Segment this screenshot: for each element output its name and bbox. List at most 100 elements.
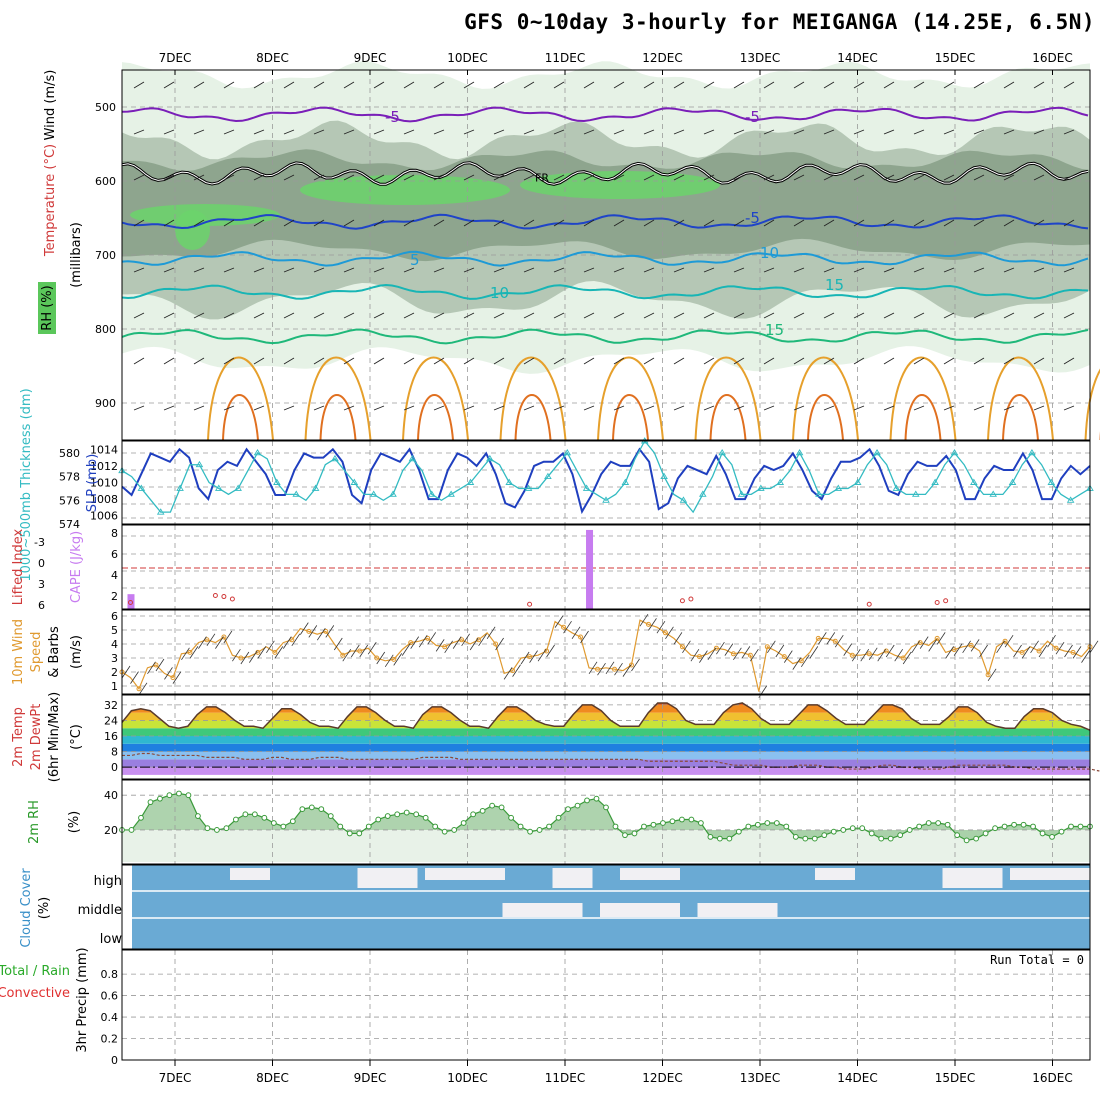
temp-band — [122, 767, 1090, 775]
wind-barb — [193, 405, 205, 411]
wind-barb — [343, 129, 355, 135]
surface-wind-barb — [902, 651, 912, 665]
rh-tick: 40 — [104, 789, 118, 802]
rh-tick: 20 — [104, 824, 118, 837]
wind-speed-point — [170, 675, 176, 681]
li-point — [527, 601, 533, 607]
wind-barb — [613, 267, 625, 273]
rh-point — [195, 813, 201, 819]
thickness-point — [486, 454, 494, 462]
surface-wind-barb — [452, 636, 462, 649]
wind-label-3: & Barbs — [47, 626, 62, 678]
series-thickness — [121, 439, 1091, 514]
slp-thickness-panel: 1006 1008 1010 1012 1014 574 576 578 580 1000~500… — [19, 388, 1094, 582]
wind-speed-point — [153, 662, 159, 668]
wind-barb — [1003, 267, 1015, 273]
precip-tick: 0.6 — [101, 990, 119, 1003]
surface-wind-barb — [554, 615, 564, 628]
surface-wind-barb — [834, 634, 844, 648]
wind-barb — [613, 219, 625, 227]
wind-axis-label: Wind (m/s) — [43, 70, 58, 141]
wind-barb — [493, 312, 505, 319]
wind-barb — [853, 405, 865, 411]
wind-barb — [313, 174, 325, 181]
rh-point — [821, 832, 828, 839]
rh-point — [1058, 828, 1065, 835]
pressure-tick: 800 — [95, 323, 116, 336]
wind-barb — [373, 81, 385, 89]
cloud-high-block — [1010, 868, 1090, 880]
surface-wind-barb — [741, 646, 751, 659]
wind-speed-point — [645, 621, 651, 627]
wind-barb — [643, 312, 655, 319]
wind-label-1: 10m Wind — [11, 619, 26, 685]
temp-label-3: (6hr Min/Max) — [47, 692, 62, 782]
surface-wind-barb — [232, 648, 241, 662]
rh-point — [422, 814, 429, 821]
wind-barb — [1033, 405, 1045, 411]
wind-label-4: (m/s) — [69, 635, 84, 669]
bl-contour-inner — [904, 394, 942, 441]
bl-contour-outer — [402, 356, 469, 441]
surface-wind-barb — [308, 625, 318, 638]
wind-speed-point — [374, 655, 380, 661]
thickness-point — [1047, 478, 1056, 485]
rh-point — [223, 825, 230, 832]
wind-speed-point — [238, 655, 244, 661]
surface-wind-barb — [121, 665, 131, 679]
wind-speed-point — [968, 642, 974, 648]
wind-barb — [1063, 129, 1075, 135]
bl-contour-outer — [597, 356, 664, 441]
wind-barb — [163, 129, 175, 135]
surface-wind-barb — [316, 627, 326, 641]
surface-wind-barb — [885, 644, 895, 658]
date-label-top: 13DEC — [740, 51, 780, 65]
wind-barb — [493, 81, 505, 89]
wind-barb — [673, 267, 685, 273]
wind-barb — [823, 312, 835, 319]
surface-wind-barb — [665, 626, 674, 640]
rh-point — [498, 804, 505, 811]
surface-wind-barb — [716, 641, 725, 655]
wind-barb — [973, 219, 985, 227]
li-point — [229, 596, 235, 602]
wind-barb — [433, 129, 445, 135]
wind-speed-point — [578, 634, 584, 640]
temp-line — [121, 702, 1091, 731]
wind-barb — [373, 174, 385, 181]
surface-wind-barb — [860, 648, 870, 662]
wind-barb — [733, 81, 745, 89]
li-tick: 0 — [38, 557, 45, 570]
rh-point — [593, 795, 600, 802]
bl-contour-outer — [792, 356, 859, 441]
rh-point — [982, 830, 989, 837]
rh-point — [337, 823, 344, 830]
wind-barb — [193, 267, 205, 273]
rh-point — [384, 813, 391, 819]
rh-point — [489, 802, 496, 809]
wind-barb — [523, 267, 535, 273]
slp-tick: 1008 — [90, 493, 118, 506]
bl-contour-outer — [1084, 368, 1100, 441]
bl-contour-inner — [709, 394, 747, 441]
wind-barb — [283, 174, 295, 181]
wind-barb — [433, 219, 445, 227]
thickness-point — [195, 460, 204, 468]
wind-barb — [883, 174, 895, 181]
wind-barb — [973, 81, 985, 89]
li-point — [866, 601, 872, 607]
wind-barb — [733, 219, 745, 227]
precip-convective-label: Convective — [0, 986, 70, 1001]
rh-point — [413, 811, 420, 818]
date-label-top: 8DEC — [256, 51, 289, 65]
wind-barb — [133, 357, 145, 365]
wind-barb — [433, 174, 445, 181]
surface-wind-barb — [130, 671, 139, 684]
rh-point — [954, 832, 961, 839]
surface-wind-barb — [469, 637, 479, 651]
surface-wind-barb — [843, 643, 853, 656]
surface-wind-barb — [800, 654, 810, 668]
wind-barb — [703, 219, 715, 227]
wind-barb — [253, 312, 265, 319]
rh-point — [859, 825, 866, 832]
